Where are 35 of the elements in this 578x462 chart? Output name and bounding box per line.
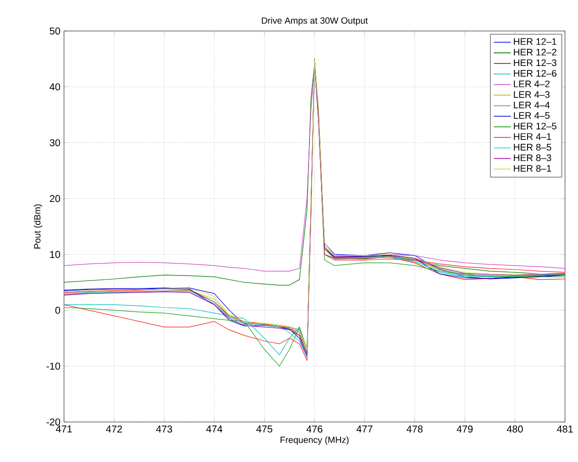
x-tick-label: 473 — [156, 426, 172, 433]
y-tick-label: 20 — [50, 195, 60, 202]
x-tick-label: 472 — [106, 426, 122, 432]
legend-label: LER 4–2 — [514, 80, 550, 88]
legend-label: HER 8–1 — [514, 165, 552, 172]
x-tick-label: 480 — [506, 426, 523, 433]
chart-title: Drive Amps at 30W Output — [262, 17, 368, 26]
legend-label: HER 8–5 — [514, 144, 552, 151]
y-tick-label: 30 — [50, 139, 60, 146]
y-tick-label: 0 — [55, 306, 60, 314]
legend-label: LER 4–4 — [514, 102, 550, 108]
x-axis-title: Frequency (MHz) — [280, 436, 349, 445]
legend-label: HER 12–1 — [514, 38, 556, 45]
legend-label: LER 4–3 — [514, 91, 550, 98]
x-tick-label: 481 — [556, 426, 573, 433]
y-tick-label: -20 — [46, 418, 60, 426]
x-tick-label: 475 — [256, 426, 272, 432]
x-tick-label: 479 — [456, 426, 473, 433]
y-axis-title: Pout (dBm) — [34, 204, 42, 248]
x-tick-label: 471 — [56, 426, 72, 432]
y-tick-label: 40 — [50, 83, 60, 90]
legend-label: HER 12–2 — [514, 48, 556, 56]
y-tick-label: 50 — [50, 27, 60, 35]
legend-label: HER 12–6 — [514, 70, 556, 77]
legend-label: LER 4–5 — [514, 112, 550, 119]
x-tick-label: 477 — [356, 426, 372, 432]
legend-label: HER 4–1 — [514, 133, 552, 140]
x-tick-label: 474 — [206, 426, 222, 432]
legend-label: HER 12–5 — [514, 122, 556, 130]
legend-label: HER 8–3 — [514, 154, 552, 162]
legend-label: HER 12–3 — [514, 59, 556, 66]
x-tick-label: 478 — [406, 426, 423, 433]
y-tick-label: 10 — [50, 250, 60, 258]
y-tick-label: -10 — [46, 362, 60, 370]
x-tick-label: 476 — [306, 426, 322, 433]
